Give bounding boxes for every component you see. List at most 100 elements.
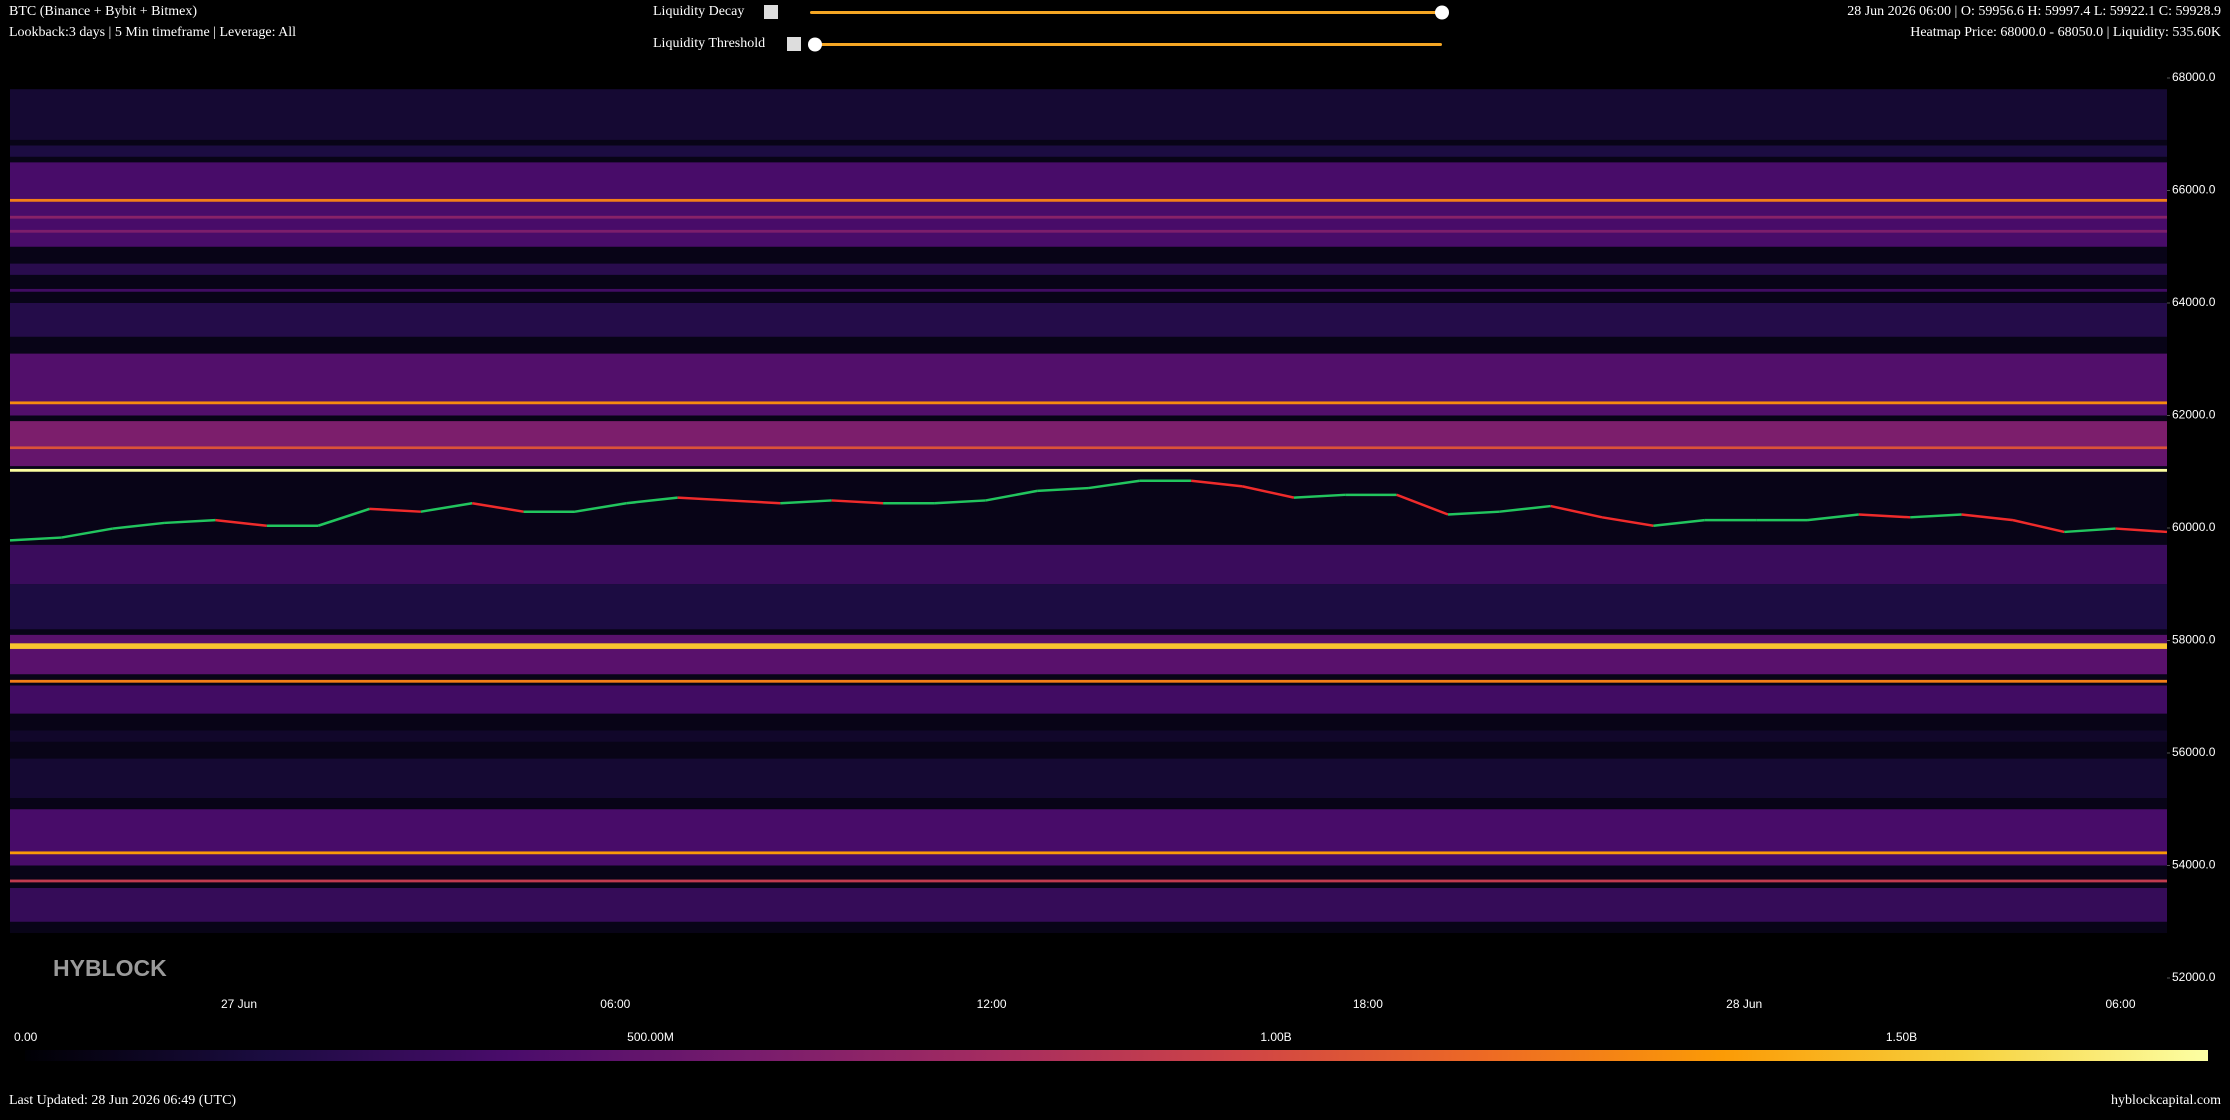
price-candle	[2064, 527, 2116, 534]
price-candle	[1858, 513, 1911, 519]
price-candle	[1293, 493, 1346, 499]
slider-track	[810, 11, 1442, 14]
y-tick-label: 54000.0	[2172, 858, 2216, 872]
price-candle	[2115, 527, 2168, 534]
price-candle	[1088, 479, 1141, 490]
subtitle: Lookback:3 days | 5 Min timeframe | Leve…	[9, 25, 296, 40]
price-candle	[420, 502, 473, 513]
y-tick-label: 58000.0	[2172, 633, 2216, 647]
colorbar-label: 1.50B	[1886, 1030, 1917, 1044]
liquidity-band	[10, 758, 2167, 798]
price-candle	[574, 502, 627, 513]
liquidity-band	[10, 401, 2167, 405]
colorbar-label: 0.00	[14, 1030, 38, 1044]
price-candle	[1550, 504, 1603, 519]
price-candle	[164, 518, 216, 525]
slider-label: Liquidity Decay	[653, 4, 744, 19]
liquidity-band	[10, 685, 2167, 714]
y-tick-label: 66000.0	[2172, 183, 2216, 197]
price-candle	[677, 496, 730, 502]
title: BTC (Binance + Bybit + Bitmex)	[9, 4, 197, 19]
liquidity-band	[10, 215, 2167, 219]
ohlc-readout: 28 Jun 2026 06:00 | O: 59956.6 H: 59997.…	[1847, 4, 2221, 19]
liquidity-band	[10, 263, 2167, 275]
liquidity-band	[10, 679, 2167, 683]
x-tick-label: 27 Jun	[221, 997, 257, 1011]
price-candle	[472, 502, 524, 513]
price-candle	[1396, 493, 1449, 516]
liquidity-band	[10, 584, 2167, 630]
price-candle	[9, 536, 62, 542]
liquidity-band	[10, 446, 2167, 450]
liquidity-band	[10, 643, 2167, 649]
colorbar-label: 500.00M	[627, 1030, 674, 1044]
y-tick-label: 52000.0	[2172, 970, 2216, 984]
site-link[interactable]: hyblockcapital.com	[2111, 1093, 2221, 1108]
colorbar	[25, 1050, 2208, 1061]
price-candle	[1807, 513, 1859, 522]
liquidity-band	[10, 449, 2167, 467]
x-tick-label: 06:00	[2105, 997, 2135, 1011]
slider-handle[interactable]	[1435, 5, 1449, 20]
liquidity-band	[10, 229, 2167, 233]
price-candle	[1910, 513, 1962, 519]
price-candle	[1037, 486, 1089, 493]
price-candle	[831, 499, 884, 505]
price-candle	[1499, 504, 1551, 513]
y-tick-label: 64000.0	[2172, 295, 2216, 309]
y-tick-label: 56000.0	[2172, 745, 2216, 759]
watermark: HYBLOCK	[53, 955, 167, 981]
x-tick-label: 12:00	[977, 997, 1007, 1011]
liquidity-band	[10, 89, 2167, 140]
price-candle	[2012, 518, 2065, 534]
y-tick-label: 68000.0	[2172, 70, 2216, 84]
last-updated: Last Updated: 28 Jun 2026 06:49 (UTC)	[9, 1093, 236, 1108]
price-candle	[728, 499, 781, 505]
liquidity-band	[10, 634, 2167, 675]
price-candle	[215, 518, 267, 527]
slider[interactable]	[808, 37, 1442, 52]
liquidity-band	[10, 288, 2167, 292]
price-candle	[934, 499, 986, 505]
liquidity-band	[10, 162, 2167, 247]
slider-handle[interactable]	[808, 37, 822, 52]
price-candle	[1601, 516, 1654, 527]
price-candle	[317, 507, 370, 527]
price-candle	[1653, 518, 1705, 527]
liquidity-band	[10, 421, 2167, 450]
x-tick-label: 06:00	[600, 997, 630, 1011]
y-tick-label: 60000.0	[2172, 520, 2216, 534]
liquidity-band	[10, 809, 2167, 866]
x-tick-label: 18:00	[1353, 997, 1383, 1011]
price-candle	[626, 496, 678, 505]
heatmap	[10, 89, 2167, 933]
liquidity-band	[10, 544, 2167, 585]
price-candle	[780, 499, 832, 505]
price-candle	[112, 521, 165, 530]
slider[interactable]	[810, 5, 1449, 20]
y-tick-label: 62000.0	[2172, 408, 2216, 422]
price-candle	[1191, 479, 1243, 488]
liquidity-band	[10, 879, 2167, 883]
price-candles	[9, 479, 2168, 542]
liquidity-band	[10, 353, 2167, 416]
price-candle	[369, 507, 421, 513]
colorbar-label: 1.00B	[1260, 1030, 1291, 1044]
liquidity-band	[10, 468, 2167, 472]
liquidity-band	[10, 851, 2167, 855]
price-candle	[1447, 510, 1500, 516]
slider-label: Liquidity Threshold	[653, 36, 765, 51]
hover-readout: Heatmap Price: 68000.0 - 68050.0 | Liqui…	[1910, 25, 2221, 40]
price-candle	[985, 489, 1038, 502]
liquidity-band	[10, 730, 2167, 742]
liquidity-band	[10, 303, 2167, 337]
liquidity-band	[10, 888, 2167, 922]
broken-image-icon	[764, 5, 778, 19]
price-candle	[1961, 513, 2014, 522]
x-tick-label: 28 Jun	[1726, 997, 1762, 1011]
price-candle	[61, 527, 113, 539]
liquidity-band	[10, 145, 2167, 157]
broken-image-icon	[787, 37, 801, 51]
